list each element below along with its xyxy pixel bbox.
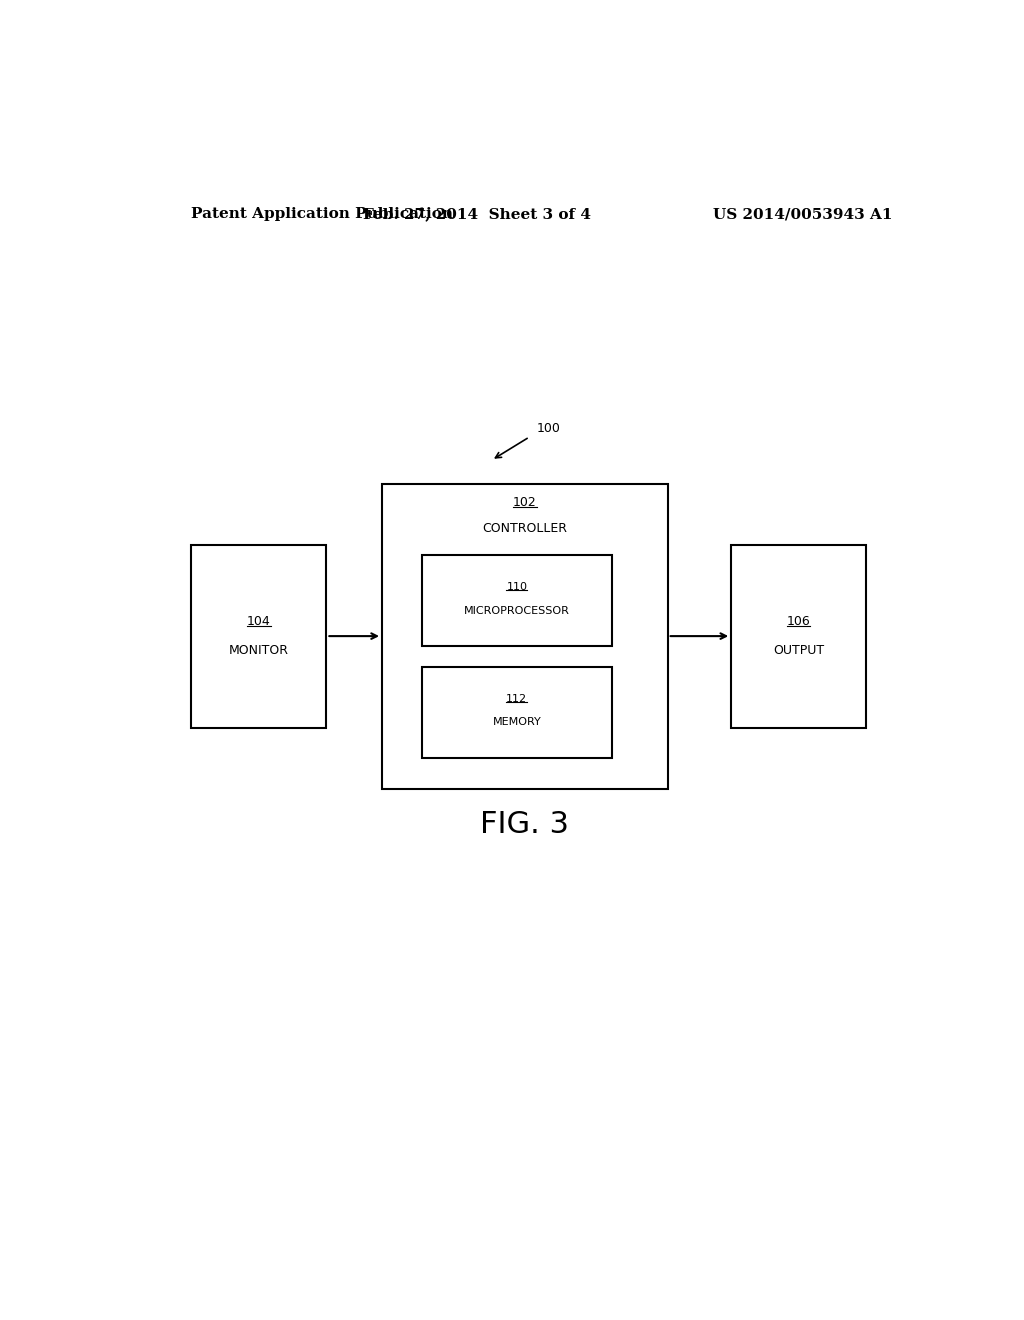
Bar xyxy=(191,545,327,727)
Text: US 2014/0053943 A1: US 2014/0053943 A1 xyxy=(713,207,892,222)
Text: 102: 102 xyxy=(513,496,537,510)
Text: CONTROLLER: CONTROLLER xyxy=(482,523,567,536)
Text: Feb. 27, 2014  Sheet 3 of 4: Feb. 27, 2014 Sheet 3 of 4 xyxy=(364,207,591,222)
Text: Patent Application Publication: Patent Application Publication xyxy=(191,207,454,222)
Text: MEMORY: MEMORY xyxy=(493,718,542,727)
Bar xyxy=(731,545,866,727)
Text: 104: 104 xyxy=(247,615,270,628)
Bar xyxy=(422,554,612,647)
Text: 110: 110 xyxy=(506,582,527,593)
Text: MICROPROCESSOR: MICROPROCESSOR xyxy=(464,606,569,615)
Text: MONITOR: MONITOR xyxy=(229,644,289,657)
Text: 100: 100 xyxy=(537,422,560,434)
Text: 112: 112 xyxy=(506,694,527,704)
Text: OUTPUT: OUTPUT xyxy=(773,644,824,657)
Bar xyxy=(382,483,668,788)
Text: FIG. 3: FIG. 3 xyxy=(480,809,569,838)
Bar xyxy=(422,667,612,758)
Text: 106: 106 xyxy=(786,615,810,628)
